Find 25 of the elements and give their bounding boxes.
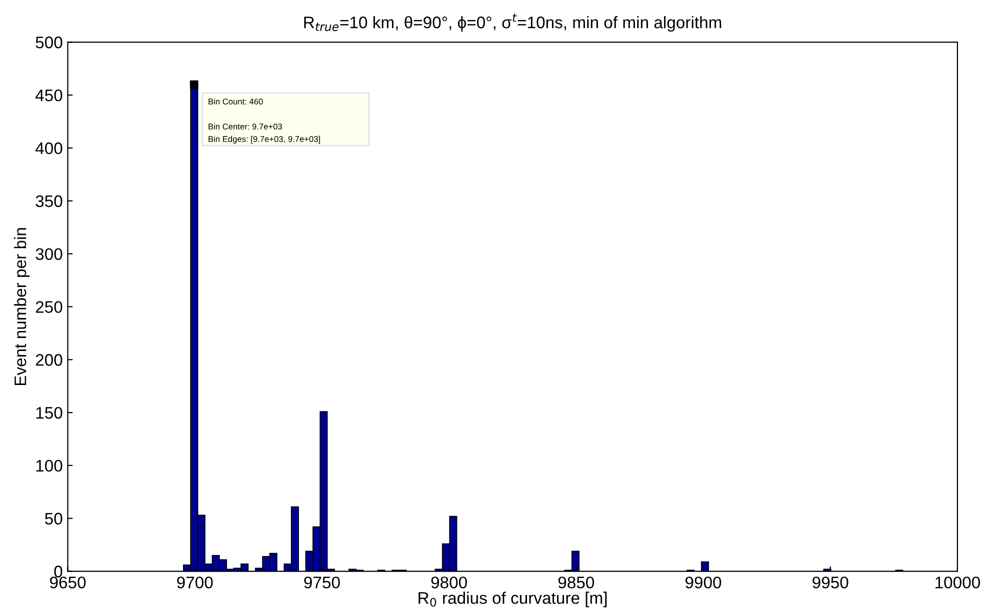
annotation: Bin Center: 9.7e+03: [208, 123, 282, 130]
x-tick-label: 9700: [177, 576, 213, 588]
x-tick-label: 9650: [50, 576, 86, 588]
y-tick-label: 300: [36, 248, 62, 260]
y-tick-label: 450: [35, 89, 62, 102]
x-tick-label: 9750: [304, 576, 340, 588]
x-tick-label: 9950: [812, 576, 848, 588]
annotation: Bin Count: 460: [208, 98, 263, 104]
annotation: Bin Edges: [9.7e+03, 9.7e+03]: [208, 136, 320, 144]
y-axis-title: Event number per bin: [14, 228, 30, 386]
x-tick-label: 9800: [431, 576, 467, 588]
y-tick-label: 250: [36, 301, 62, 313]
y-tick-label: 500: [36, 36, 62, 48]
x-tick-label: 9850: [558, 576, 594, 588]
y-tick-label: 50: [45, 512, 62, 525]
y-tick-label: 0: [54, 566, 62, 578]
x-axis-title: R$_{0}$ radius of curvature [m]: [418, 592, 607, 608]
y-tick-label: 100: [36, 460, 62, 472]
y-tick-label: 350: [36, 195, 62, 208]
y-tick-label: 400: [35, 142, 62, 154]
y-tick-label: 150: [36, 406, 62, 419]
x-tick-label: 10000: [936, 576, 980, 588]
chart-title: R$_{true}$=10 km, θ=90°, ϕ=0°, σ$^{t}$=10ns, min of min algorithm: [304, 14, 722, 32]
x-tick-label: 9900: [685, 576, 722, 588]
y-tick-label: 200: [36, 354, 62, 366]
